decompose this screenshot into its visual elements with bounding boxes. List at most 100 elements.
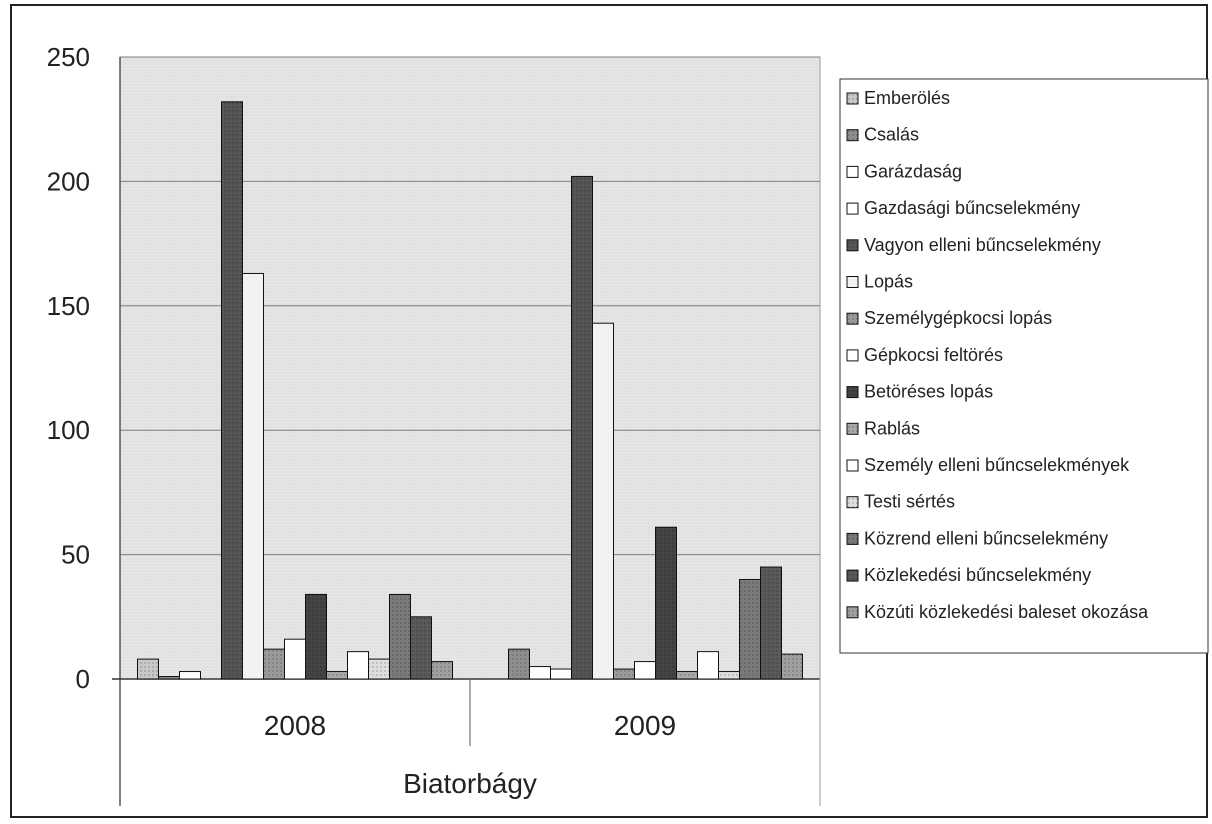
legend-swatch-texture <box>847 93 858 104</box>
bar-0-14 <box>431 661 453 680</box>
bar-1-7 <box>634 661 656 680</box>
legend-swatch <box>846 276 859 288</box>
bar-texture <box>326 671 348 679</box>
legend-label: Garázdaság <box>864 161 962 181</box>
legend-item: Testi sértés <box>846 492 955 512</box>
bar-1-2 <box>529 666 551 680</box>
bar-0-5 <box>242 272 264 680</box>
bar-0-9 <box>326 671 348 680</box>
legend-label: Betöréses lopás <box>864 382 993 402</box>
bar-1-5 <box>592 322 614 680</box>
chart-frame: 0 50 100 150 200 250 2008 2009 Biatorbágy Emberö… <box>10 4 1209 818</box>
legend-box <box>839 78 1209 654</box>
legend-label: Közúti közlekedési baleset okozása <box>864 602 1149 622</box>
legend-item: Közúti közlekedési baleset okozása <box>846 602 1149 622</box>
legend-label: Lopás <box>864 272 913 292</box>
bar-texture <box>389 594 411 679</box>
legend-swatch-texture <box>847 570 858 582</box>
bar-texture <box>676 671 698 679</box>
bar-0-12 <box>389 593 411 680</box>
legend-item: Betöréses lopás <box>846 382 993 402</box>
legend-swatch-texture <box>847 386 858 398</box>
bar-0-7 <box>284 638 306 680</box>
y-tick-label: 200 <box>47 166 90 196</box>
legend-swatch-texture <box>847 129 858 141</box>
y-tick-label: 50 <box>61 540 90 570</box>
legend-item: Lopás <box>846 272 913 292</box>
bar-1-9 <box>676 671 698 680</box>
bar <box>179 671 201 680</box>
legend-label: Csalás <box>864 125 919 145</box>
y-tick-label: 0 <box>76 664 90 694</box>
bar-texture <box>781 654 803 679</box>
y-tick-label: 100 <box>47 415 90 445</box>
bar-0-11 <box>368 658 390 680</box>
legend-item: Közrend elleni bűncselekmény <box>846 528 1108 548</box>
bar <box>634 661 656 680</box>
legend-item: Vagyon elleni bűncselekmény <box>846 235 1101 255</box>
bar-texture <box>571 176 593 679</box>
legend-item: Garázdaság <box>846 161 962 181</box>
bar <box>529 666 551 680</box>
y-tick-label: 150 <box>47 291 90 321</box>
x-category-label: 2009 <box>614 710 676 741</box>
bar-texture <box>263 649 285 679</box>
bar-0-10 <box>347 651 369 680</box>
bar-texture <box>739 579 761 679</box>
bar-0-6 <box>263 648 285 680</box>
bar-1-4 <box>571 175 593 680</box>
bar-1-1 <box>508 648 530 680</box>
legend-label: Testi sértés <box>864 492 955 512</box>
bar-0-0 <box>137 658 159 680</box>
legend-swatch-texture <box>847 496 858 508</box>
bar-1-13 <box>760 566 782 680</box>
bar <box>347 651 369 680</box>
legend-label: Rablás <box>864 418 920 438</box>
bar-texture <box>718 671 740 679</box>
bar <box>284 638 306 680</box>
bar-texture <box>410 616 432 679</box>
legend-swatch <box>846 349 859 362</box>
legend-swatch-texture <box>847 533 858 545</box>
y-tick-label: 250 <box>47 42 90 72</box>
legend-label: Gazdasági bűncselekmény <box>864 198 1080 218</box>
legend-label: Közrend elleni bűncselekmény <box>864 528 1108 548</box>
legend-label: Személy elleni bűncselekmények <box>864 455 1130 475</box>
bar-texture <box>368 659 390 679</box>
bar-0-13 <box>410 616 432 680</box>
bar-texture <box>158 676 180 679</box>
legend-swatch <box>846 165 859 178</box>
legend-item: Közlekedési bűncselekmény <box>846 565 1091 585</box>
legend-item: Gépkocsi feltörés <box>846 345 1003 365</box>
bar-1-12 <box>739 578 761 680</box>
bar-texture <box>221 101 243 679</box>
legend-swatch-texture <box>847 606 858 618</box>
bar-0-1 <box>158 676 180 680</box>
bar-chart: 0 50 100 150 200 250 2008 2009 Biatorbágy Emberö… <box>47 42 1209 806</box>
bar-1-6 <box>613 668 635 680</box>
bar-0-2 <box>179 671 201 680</box>
bar <box>697 651 719 680</box>
bar <box>242 272 264 680</box>
bar-texture <box>305 594 327 679</box>
legend-swatch-texture <box>847 239 858 251</box>
bar-1-10 <box>697 651 719 680</box>
legend-label: Vagyon elleni bűncselekmény <box>864 235 1101 255</box>
bar <box>592 322 614 680</box>
legend-item: Csalás <box>846 125 919 145</box>
legend-item: Rablás <box>846 418 920 438</box>
legend-item: Gazdasági bűncselekmény <box>846 198 1080 218</box>
bar-texture <box>760 567 782 679</box>
legend-label: Személygépkocsi lopás <box>864 308 1052 328</box>
bar-texture <box>431 661 453 679</box>
legend-item: Emberölés <box>846 88 950 108</box>
legend-swatch <box>846 202 859 215</box>
x-category-label: 2008 <box>264 710 326 741</box>
legend-label: Emberölés <box>864 88 950 108</box>
legend-swatch-texture <box>847 423 858 435</box>
bar-0-4 <box>221 101 243 680</box>
legend-swatch <box>846 459 859 472</box>
legend-label: Közlekedési bűncselekmény <box>864 565 1091 585</box>
bar-texture <box>655 527 677 679</box>
legend: Emberölés Csalás Garázdaság Gazdasági bűncs… <box>839 78 1209 654</box>
